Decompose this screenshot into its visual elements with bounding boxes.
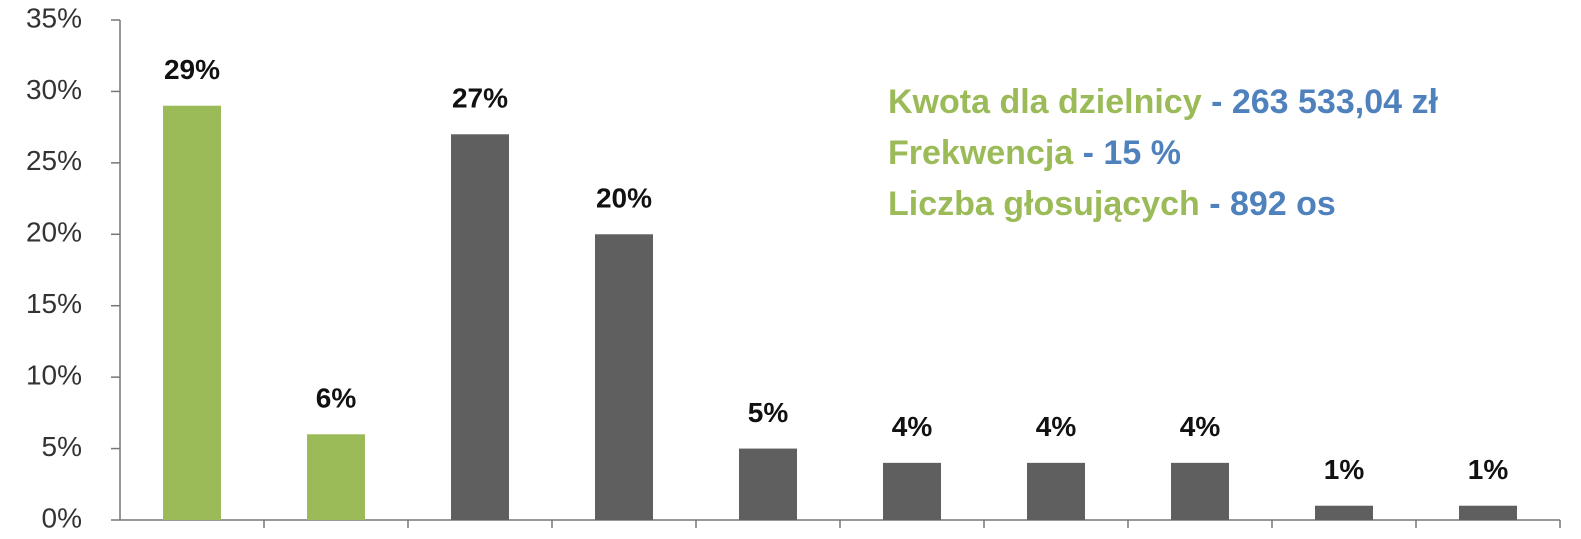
y-tick-label: 20% xyxy=(26,217,82,248)
bar xyxy=(1315,505,1373,520)
annotation: Liczba głosujących - 892 os xyxy=(888,185,1336,223)
y-tick-label: 15% xyxy=(26,288,82,319)
annotation-label: Frekwencja xyxy=(888,134,1074,172)
value-label: 4% xyxy=(1036,411,1077,442)
y-tick-label: 25% xyxy=(26,145,82,176)
bar xyxy=(451,134,509,521)
y-tick-label: 30% xyxy=(26,74,82,105)
value-label: 1% xyxy=(1324,454,1365,485)
annotation-value: - 15 % xyxy=(1073,134,1181,172)
annotation: Kwota dla dzielnicy - 263 533,04 zł xyxy=(888,83,1438,121)
annotation-value: - 263 533,04 zł xyxy=(1202,83,1439,121)
annotation-label: Kwota dla dzielnicy xyxy=(888,83,1202,121)
y-tick-label: 10% xyxy=(26,360,82,391)
y-tick-label: 0% xyxy=(42,502,82,533)
value-label: 27% xyxy=(452,83,508,114)
value-label: 6% xyxy=(316,383,357,414)
value-label: 29% xyxy=(164,54,220,85)
value-label: 1% xyxy=(1468,454,1509,485)
bar xyxy=(595,234,653,521)
y-tick-label: 35% xyxy=(26,2,82,33)
annotation-value: - 892 os xyxy=(1200,185,1336,223)
bar xyxy=(883,462,941,520)
value-label: 20% xyxy=(596,183,652,214)
y-tick-label: 5% xyxy=(42,431,82,462)
value-label: 5% xyxy=(748,397,789,428)
value-label: 4% xyxy=(892,411,933,442)
bar xyxy=(307,434,365,520)
bar xyxy=(1459,505,1517,520)
value-label: 4% xyxy=(1180,411,1221,442)
bar xyxy=(1171,462,1229,520)
annotation: Frekwencja - 15 % xyxy=(888,134,1181,172)
bar xyxy=(739,448,797,520)
annotation-label: Liczba głosujących xyxy=(888,185,1200,223)
bar xyxy=(1027,462,1085,520)
bar xyxy=(163,105,221,520)
